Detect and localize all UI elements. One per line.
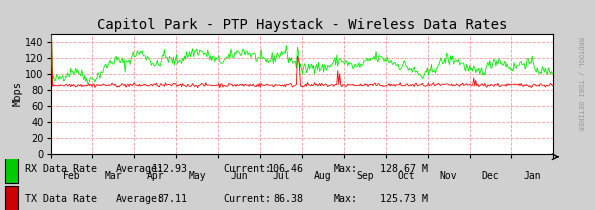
Text: May: May <box>189 171 206 181</box>
Text: Jun: Jun <box>230 171 248 181</box>
Text: 125.73 M: 125.73 M <box>380 194 428 204</box>
Text: Current:: Current: <box>223 194 271 204</box>
Text: Oct: Oct <box>398 171 415 181</box>
Text: Jul: Jul <box>272 171 290 181</box>
Text: Max:: Max: <box>333 194 357 204</box>
Text: 112.93: 112.93 <box>151 164 187 174</box>
Text: Apr: Apr <box>146 171 164 181</box>
Bar <box>5 186 18 210</box>
Text: 106.46: 106.46 <box>267 164 303 174</box>
Text: Average:: Average: <box>116 194 164 204</box>
Bar <box>5 157 18 183</box>
Text: 87.11: 87.11 <box>158 194 187 204</box>
Text: RX Data Rate: RX Data Rate <box>25 164 97 174</box>
Title: Capitol Park - PTP Haystack - Wireless Data Rates: Capitol Park - PTP Haystack - Wireless D… <box>97 18 507 32</box>
Text: Mar: Mar <box>105 171 122 181</box>
Text: RRDTOOL / TOBI OETIKER: RRDTOOL / TOBI OETIKER <box>577 37 583 131</box>
Text: Aug: Aug <box>314 171 332 181</box>
Text: Sep: Sep <box>356 171 374 181</box>
Text: Max:: Max: <box>333 164 357 174</box>
Text: Feb: Feb <box>62 171 80 181</box>
Text: Dec: Dec <box>482 171 499 181</box>
Text: Nov: Nov <box>440 171 458 181</box>
Text: 86.38: 86.38 <box>274 194 303 204</box>
Text: TX Data Rate: TX Data Rate <box>25 194 97 204</box>
Text: Jan: Jan <box>524 171 541 181</box>
Text: Current:: Current: <box>223 164 271 174</box>
Text: Average:: Average: <box>116 164 164 174</box>
Y-axis label: Mbps: Mbps <box>12 81 23 106</box>
Text: 128.67 M: 128.67 M <box>380 164 428 174</box>
